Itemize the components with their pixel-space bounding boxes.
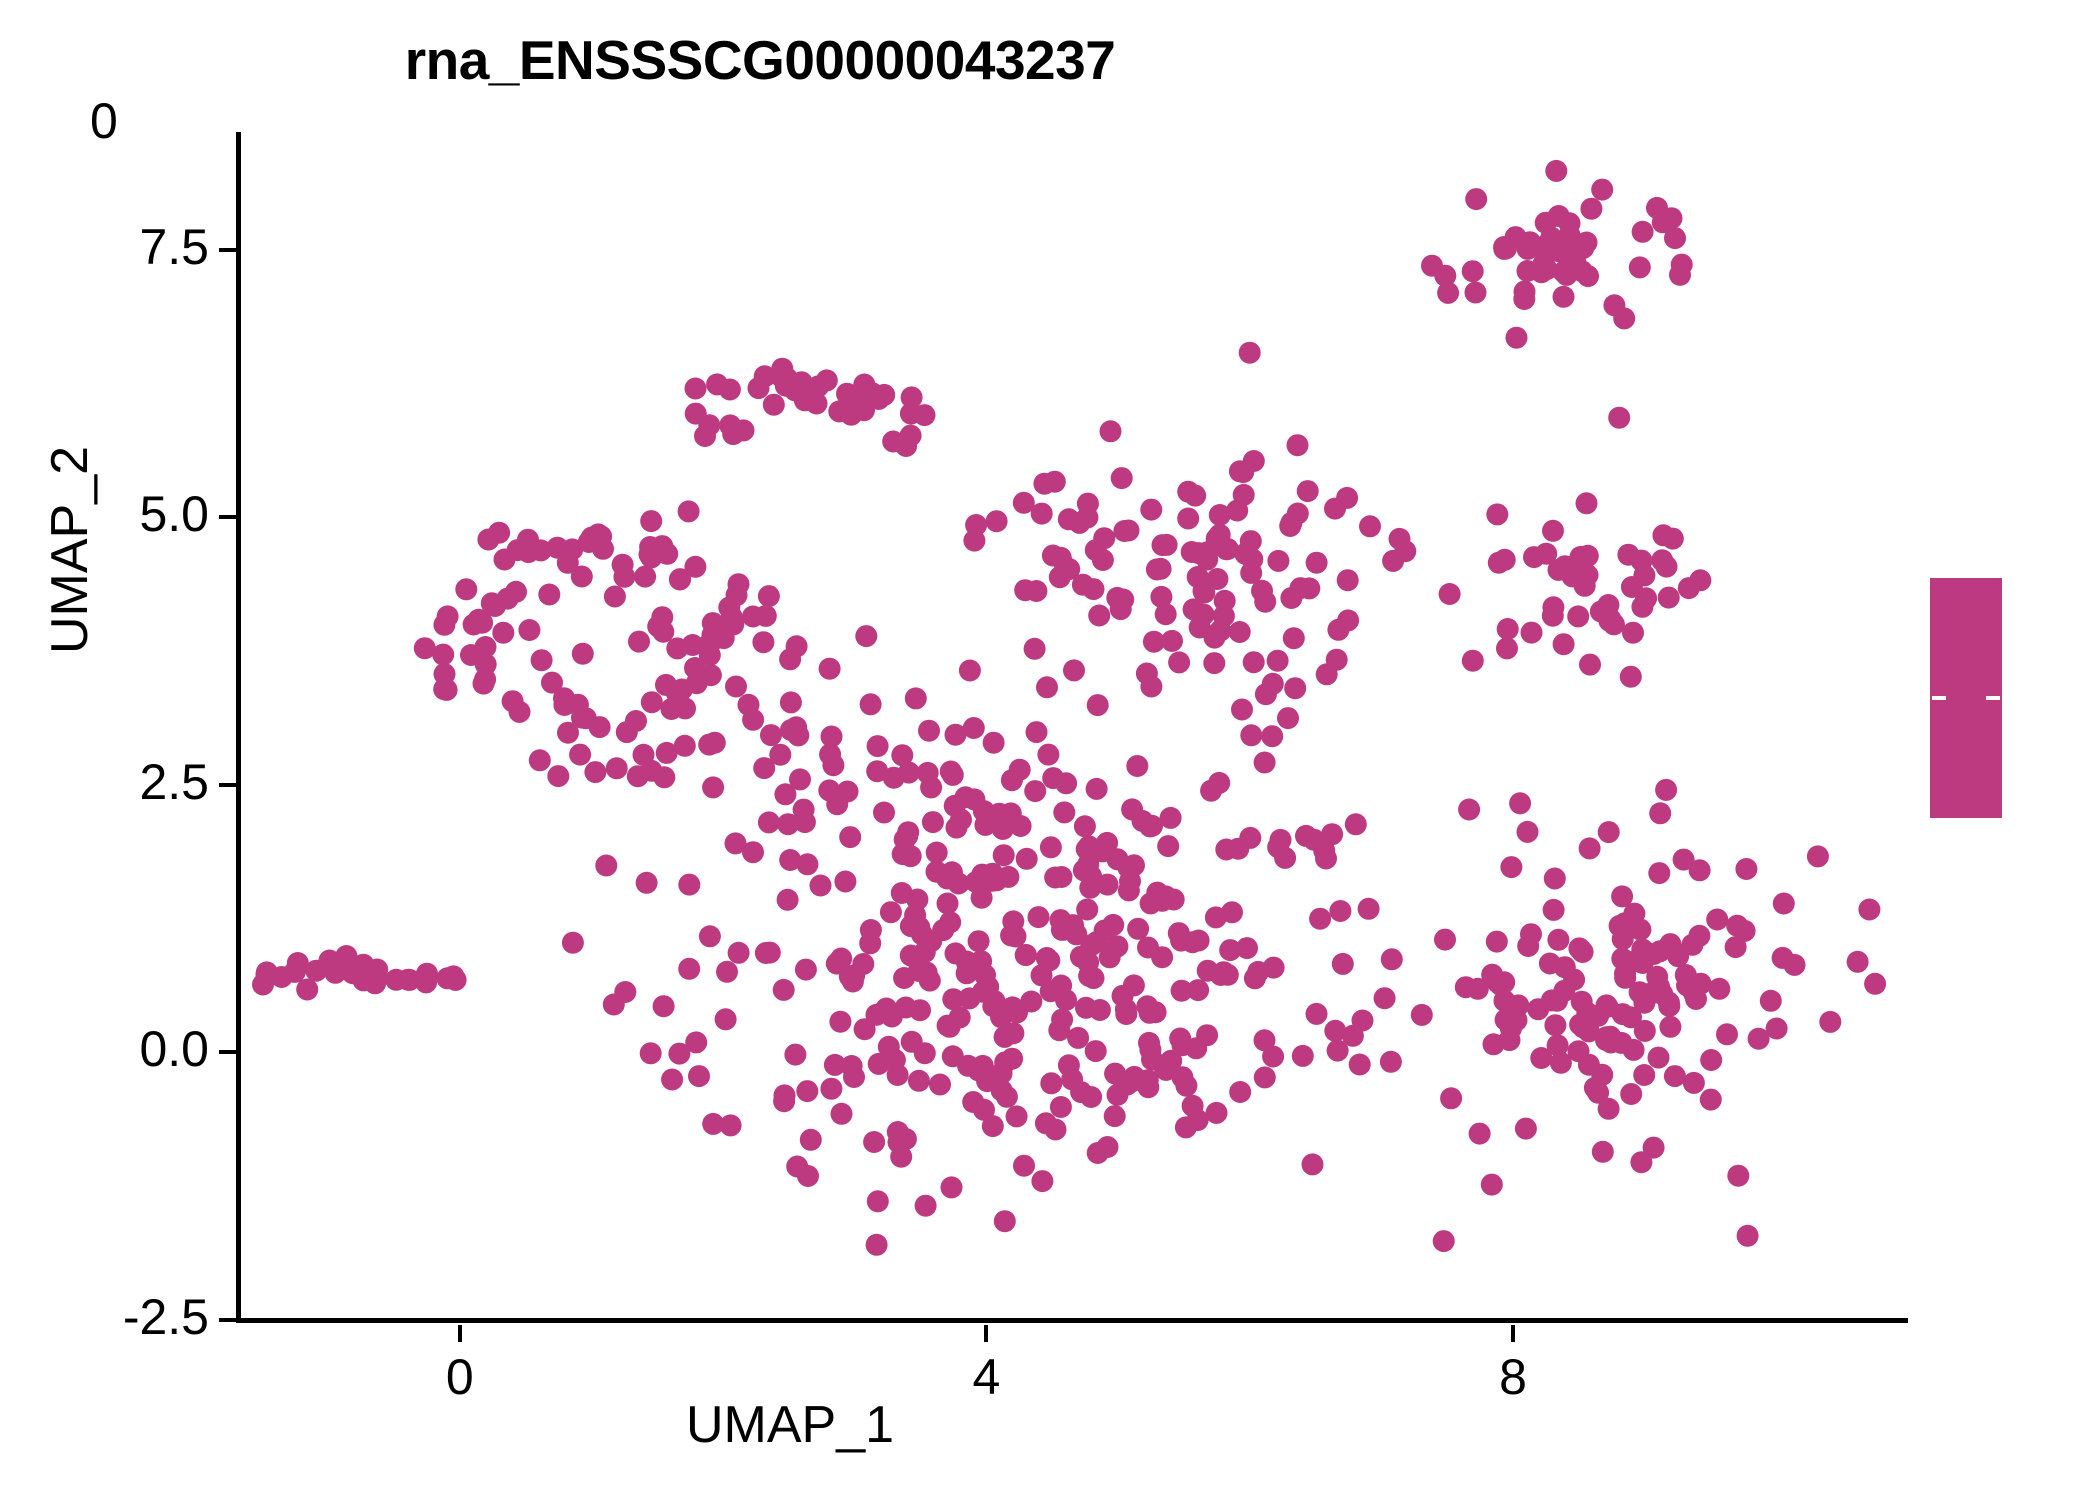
legend-tick-label: 0	[90, 93, 118, 149]
x-tick-mark	[984, 1325, 989, 1342]
legend-colorbar	[1930, 578, 2002, 818]
y-tick-label: 5.0	[139, 486, 209, 543]
y-tick-mark	[219, 782, 236, 787]
x-axis-line	[236, 1318, 1908, 1323]
legend-tick-right-icon	[1986, 696, 2000, 700]
y-tick-mark	[219, 515, 236, 520]
y-tick-label: 7.5	[139, 218, 209, 275]
x-axis-label: UMAP_1	[685, 1396, 895, 1454]
x-tick-label: 0	[445, 1349, 474, 1405]
y-axis-label: UMAP_2	[41, 445, 99, 655]
y-tick-label: 2.5	[139, 753, 209, 810]
legend-tick-left-icon	[1932, 696, 1946, 700]
y-tick-mark	[219, 1050, 236, 1055]
scatter-points	[252, 159, 1887, 1256]
x-tick-mark	[1511, 1325, 1516, 1342]
x-tick-label: 8	[1499, 1349, 1527, 1405]
y-tick-label: -2.5	[122, 1289, 209, 1345]
page-title: rna_ENSSSCG00000043237	[404, 29, 1116, 91]
y-axis-line	[236, 132, 241, 1322]
y-tick-mark	[219, 247, 236, 252]
y-tick-mark	[219, 1318, 236, 1322]
y-tick-label: 0.0	[139, 1021, 209, 1078]
x-tick-mark	[457, 1325, 462, 1342]
x-tick-label: 4	[972, 1349, 1001, 1405]
scatter-plot-area	[236, 132, 1908, 1320]
